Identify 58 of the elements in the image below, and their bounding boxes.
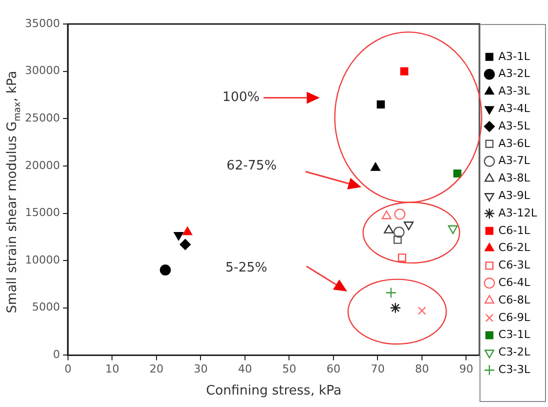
x-tick-label: 80 [414, 362, 429, 376]
legend-label: C6-2L [498, 241, 532, 254]
y-tick-label: 35000 [24, 16, 60, 30]
point [418, 306, 426, 315]
legend-label: A3-1L [498, 50, 531, 63]
legend-label: A3-3L [498, 84, 531, 98]
legend-label: A3-12L [498, 206, 538, 220]
legend-label: A3-2L [498, 67, 531, 80]
y-tick-label: 15000 [24, 206, 60, 220]
legend-label: C3-1L [498, 328, 532, 342]
point [376, 100, 385, 108]
annotation: 62-75% [226, 158, 277, 174]
point [400, 67, 408, 76]
point [394, 208, 406, 220]
x-tick-label: 0 [64, 362, 72, 376]
y-tick-label: 0 [52, 348, 60, 362]
y-tick-label: 30000 [24, 64, 60, 78]
y-tick-label: 25000 [24, 111, 60, 124]
x-tick-label: 30 [194, 362, 208, 376]
legend-label: C6-4L [498, 276, 532, 289]
legend-label: C3-3L [498, 362, 532, 376]
point [393, 236, 402, 244]
legend-label: C6-3L [498, 258, 532, 272]
point [385, 287, 397, 298]
point [398, 254, 406, 262]
point [453, 169, 462, 178]
legend-label: A3-4L [498, 102, 531, 115]
legend-label: A3-9L [498, 188, 531, 202]
legend-label: A3-5L [498, 119, 531, 132]
point [390, 302, 402, 314]
point [370, 162, 380, 171]
x-axis-title: Confining stress, kPa [206, 384, 342, 399]
annotation: 5-25% [225, 260, 268, 276]
legend-label: A3-8L [498, 172, 531, 185]
x-tick-label: 50 [282, 362, 296, 376]
legend-label: C6-8L [498, 293, 532, 306]
point [393, 226, 405, 238]
point [160, 264, 171, 276]
x-tick-label: 20 [149, 362, 164, 376]
annotation: 100% [222, 90, 260, 106]
legend-label: C6-9L [498, 310, 532, 324]
x-tick-label: 40 [238, 362, 252, 376]
y-tick-label: 5000 [32, 300, 60, 314]
y-tick-label: 20000 [24, 158, 60, 172]
point [180, 238, 191, 250]
legend-label: A3-7L [498, 154, 531, 168]
x-tick-label: 10 [105, 362, 120, 376]
x-tick-label: 60 [326, 362, 340, 376]
legend-label: C3-2L [498, 346, 532, 359]
legend-label: C6-1L [498, 224, 532, 237]
x-tick-label: 90 [459, 362, 474, 376]
point [382, 210, 392, 220]
point [182, 226, 192, 236]
y-tick-label: 10000 [24, 253, 60, 266]
point [384, 224, 394, 234]
legend-label: A3-6L [498, 136, 531, 150]
point [448, 225, 458, 234]
x-tick-label: 70 [370, 362, 385, 376]
